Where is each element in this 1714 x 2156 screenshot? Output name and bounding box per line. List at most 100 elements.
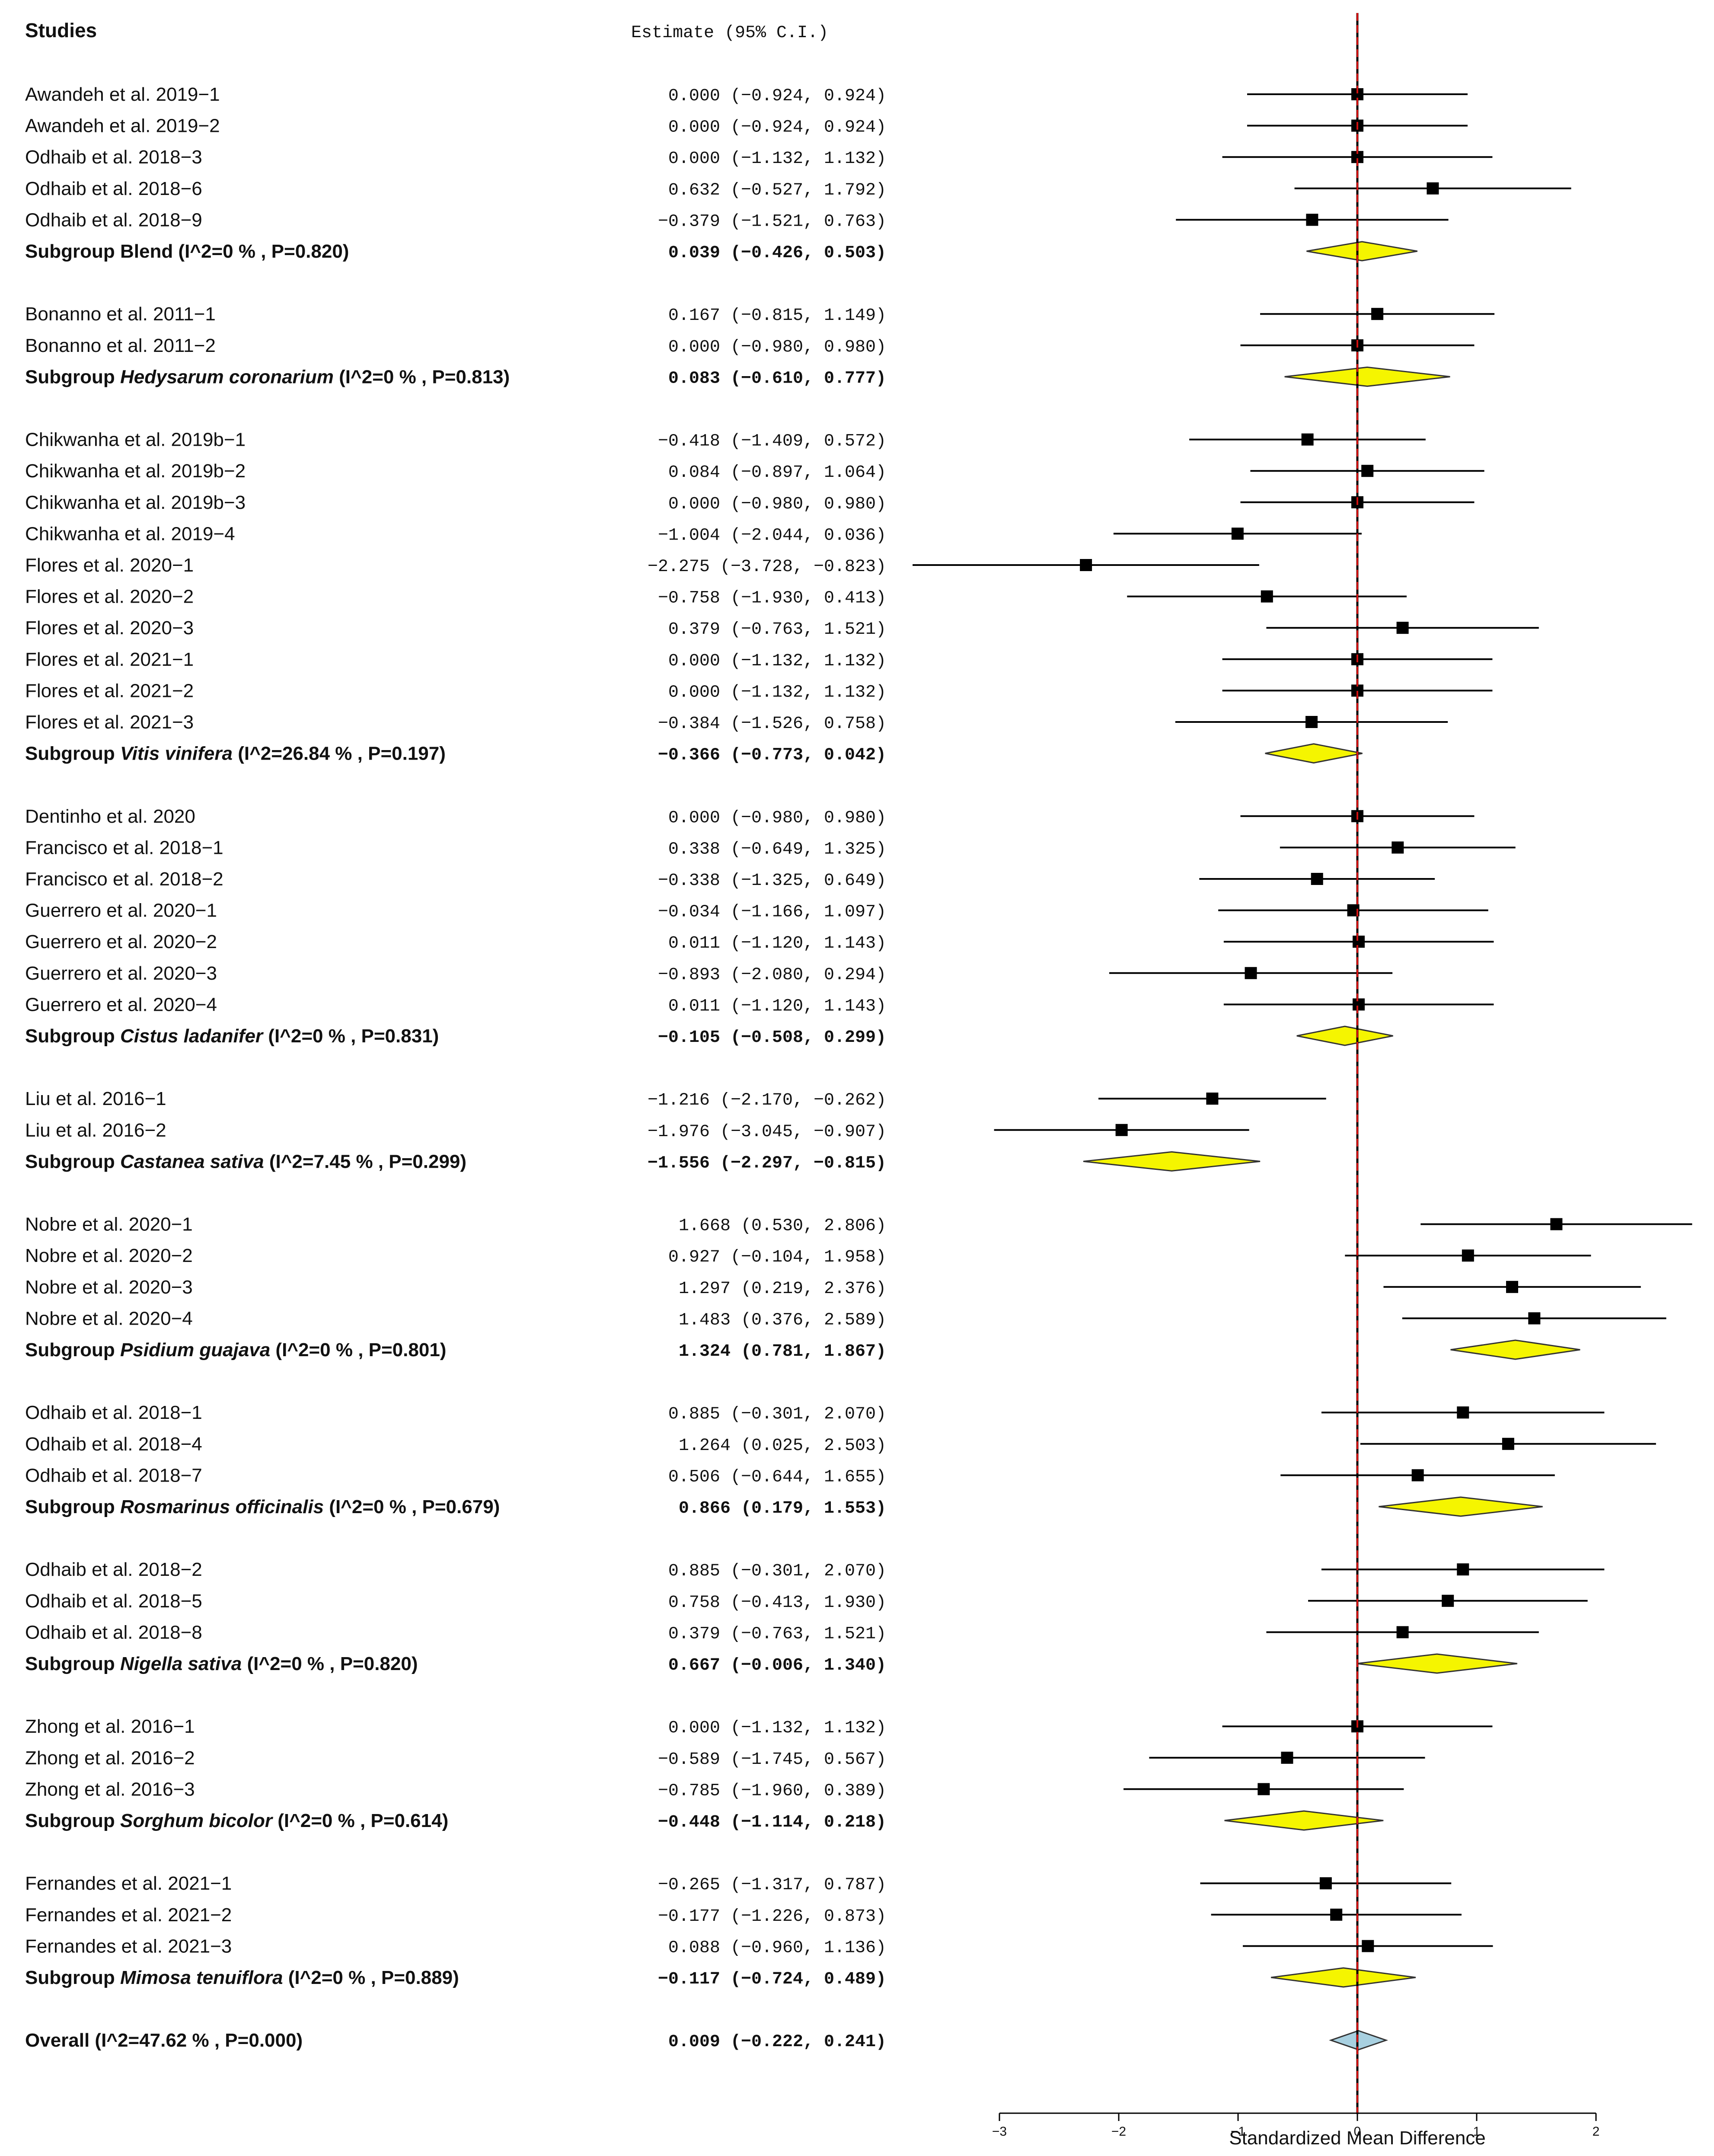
study-estimate: −0.379 (−1.521, 0.763) xyxy=(658,212,886,231)
estimate-box xyxy=(1206,1092,1219,1105)
overall-label: Overall (I^2=47.62 % , P=0.000) xyxy=(25,2030,303,2051)
estimate-box xyxy=(1361,465,1374,477)
estimate-box xyxy=(1330,1908,1343,1921)
subgroup-diamond xyxy=(1357,1653,1518,1674)
subgroup-diamond xyxy=(1265,743,1363,764)
x-tick-label: −3 xyxy=(992,2124,1007,2139)
subgroup-label: Subgroup Mimosa tenuiflora (I^2=0 % , P=… xyxy=(25,1967,459,1988)
study-estimate: 0.632 (−0.527, 1.792) xyxy=(668,181,886,200)
estimate-box xyxy=(1371,308,1384,320)
estimate-box xyxy=(1231,527,1244,540)
study-label: Bonanno et al. 2011−2 xyxy=(25,335,216,356)
estimate-box xyxy=(1305,716,1318,728)
study-estimate: 1.297 (0.219, 2.376) xyxy=(679,1279,886,1299)
subgroup-label: Subgroup Rosmarinus officinalis (I^2=0 %… xyxy=(25,1496,500,1517)
study-estimate: 0.000 (−1.132, 1.132) xyxy=(668,683,886,702)
x-axis-title: Standardized Mean Difference xyxy=(1229,2127,1486,2149)
study-estimate: −0.785 (−1.960, 0.389) xyxy=(658,1781,886,1801)
study-label: Nobre et al. 2020−4 xyxy=(25,1308,193,1329)
estimate-box xyxy=(1392,841,1404,854)
study-label: Odhaib et al. 2018−3 xyxy=(25,147,202,168)
subgroup-diamond xyxy=(1379,1496,1543,1517)
estimate-box xyxy=(1411,1469,1424,1482)
study-estimate: 0.088 (−0.960, 1.136) xyxy=(668,1938,886,1958)
study-estimate: 0.000 (−0.980, 0.980) xyxy=(668,338,886,357)
study-label: Nobre et al. 2020−1 xyxy=(25,1214,193,1235)
study-label: Bonanno et al. 2011−1 xyxy=(25,303,216,325)
study-estimate: 0.000 (−1.132, 1.132) xyxy=(668,1718,886,1738)
study-label: Zhong et al. 2016−1 xyxy=(25,1716,195,1737)
study-label: Odhaib et al. 2018−7 xyxy=(25,1465,202,1486)
study-estimate: 0.000 (−1.132, 1.132) xyxy=(668,149,886,169)
study-label: Odhaib et al. 2018−2 xyxy=(25,1559,202,1580)
study-estimate: 0.379 (−0.763, 1.521) xyxy=(668,1624,886,1644)
study-label: Guerrero et al. 2020−3 xyxy=(25,963,217,984)
study-estimate: 0.000 (−0.924, 0.924) xyxy=(668,86,886,106)
study-estimate: 0.011 (−1.120, 1.143) xyxy=(668,934,886,953)
estimate-box xyxy=(1457,1406,1469,1419)
study-estimate: −0.034 (−1.166, 1.097) xyxy=(658,903,886,922)
estimate-box xyxy=(1457,1563,1469,1576)
estimate-box xyxy=(1281,1751,1293,1764)
study-estimate: −0.338 (−1.325, 0.649) xyxy=(658,871,886,891)
estimate-box xyxy=(1115,1124,1128,1136)
study-label: Flores et al. 2021−2 xyxy=(25,680,194,701)
subgroup-label: Subgroup Castanea sativa (I^2=7.45 % , P… xyxy=(25,1151,466,1172)
estimate-box xyxy=(1396,622,1409,634)
estimate-box xyxy=(1080,559,1092,571)
study-estimate: −1.216 (−2.170, −0.262) xyxy=(648,1091,886,1110)
study-label: Awandeh et al. 2019−2 xyxy=(25,115,220,137)
x-tick-label: −2 xyxy=(1111,2124,1126,2139)
study-label: Guerrero et al. 2020−1 xyxy=(25,900,217,921)
study-estimate: 0.084 (−0.897, 1.064) xyxy=(668,463,886,482)
study-label: Odhaib et al. 2018−8 xyxy=(25,1622,202,1643)
study-estimate: −0.384 (−1.526, 0.758) xyxy=(658,714,886,734)
study-label: Chikwanha et al. 2019b−1 xyxy=(25,429,246,450)
study-estimate: −0.893 (−2.080, 0.294) xyxy=(658,965,886,985)
study-label: Odhaib et al. 2018−9 xyxy=(25,209,202,230)
estimate-box xyxy=(1362,1940,1374,1952)
estimate-box xyxy=(1427,182,1439,195)
estimate-box xyxy=(1306,214,1318,226)
estimate-box xyxy=(1396,1626,1409,1639)
study-label: Liu et al. 2016−1 xyxy=(25,1088,166,1109)
study-estimate: −0.177 (−1.226, 0.873) xyxy=(658,1907,886,1926)
study-label: Nobre et al. 2020−2 xyxy=(25,1245,193,1266)
estimate-box xyxy=(1261,590,1273,603)
study-label: Guerrero et al. 2020−4 xyxy=(25,994,217,1015)
study-estimate: 1.483 (0.376, 2.589) xyxy=(679,1310,886,1330)
x-tick-label: 2 xyxy=(1593,2124,1600,2139)
study-label: Chikwanha et al. 2019b−2 xyxy=(25,460,246,482)
overall-estimate: 0.009 (−0.222, 0.241) xyxy=(668,2032,886,2052)
subgroup-label: Subgroup Cistus ladanifer (I^2=0 % , P=0… xyxy=(25,1025,439,1047)
study-label: Francisco et al. 2018−2 xyxy=(25,869,223,890)
subgroup-label: Subgroup Hedysarum coronarium (I^2=0 % ,… xyxy=(25,366,510,387)
subgroup-diamond xyxy=(1083,1151,1261,1172)
study-label: Zhong et al. 2016−2 xyxy=(25,1747,195,1769)
study-estimate: 0.885 (−0.301, 2.070) xyxy=(668,1405,886,1424)
estimate-box xyxy=(1258,1783,1270,1795)
subgroup-diamond xyxy=(1296,1025,1393,1046)
study-label: Chikwanha et al. 2019b−3 xyxy=(25,492,246,513)
study-estimate: 1.668 (0.530, 2.806) xyxy=(679,1217,886,1236)
header-studies: Studies xyxy=(25,19,97,42)
study-estimate: 0.167 (−0.815, 1.149) xyxy=(668,306,886,326)
subgroup-diamond xyxy=(1284,366,1450,387)
study-label: Awandeh et al. 2019−1 xyxy=(25,84,220,105)
subgroup-diamond xyxy=(1224,1810,1384,1831)
overall-diamond xyxy=(1329,2030,1388,2051)
subgroup-label: Subgroup Sorghum bicolor (I^2=0 % , P=0.… xyxy=(25,1810,448,1831)
subgroup-diamond xyxy=(1450,1339,1580,1360)
estimate-box xyxy=(1506,1281,1518,1293)
subgroup-estimate: 0.083 (−0.610, 0.777) xyxy=(668,369,886,388)
study-label: Chikwanha et al. 2019−4 xyxy=(25,523,235,544)
subgroup-estimate: 1.324 (0.781, 1.867) xyxy=(679,1342,886,1361)
study-estimate: −0.589 (−1.745, 0.567) xyxy=(658,1750,886,1770)
study-label: Odhaib et al. 2018−4 xyxy=(25,1434,202,1455)
study-estimate: 0.011 (−1.120, 1.143) xyxy=(668,997,886,1016)
forest-rows: Awandeh et al. 2019−1 0.000 (−0.924, 0.92… xyxy=(25,84,1692,2052)
study-label: Odhaib et al. 2018−6 xyxy=(25,178,202,199)
estimate-box xyxy=(1245,967,1257,979)
study-estimate: 0.927 (−0.104, 1.958) xyxy=(668,1248,886,1267)
